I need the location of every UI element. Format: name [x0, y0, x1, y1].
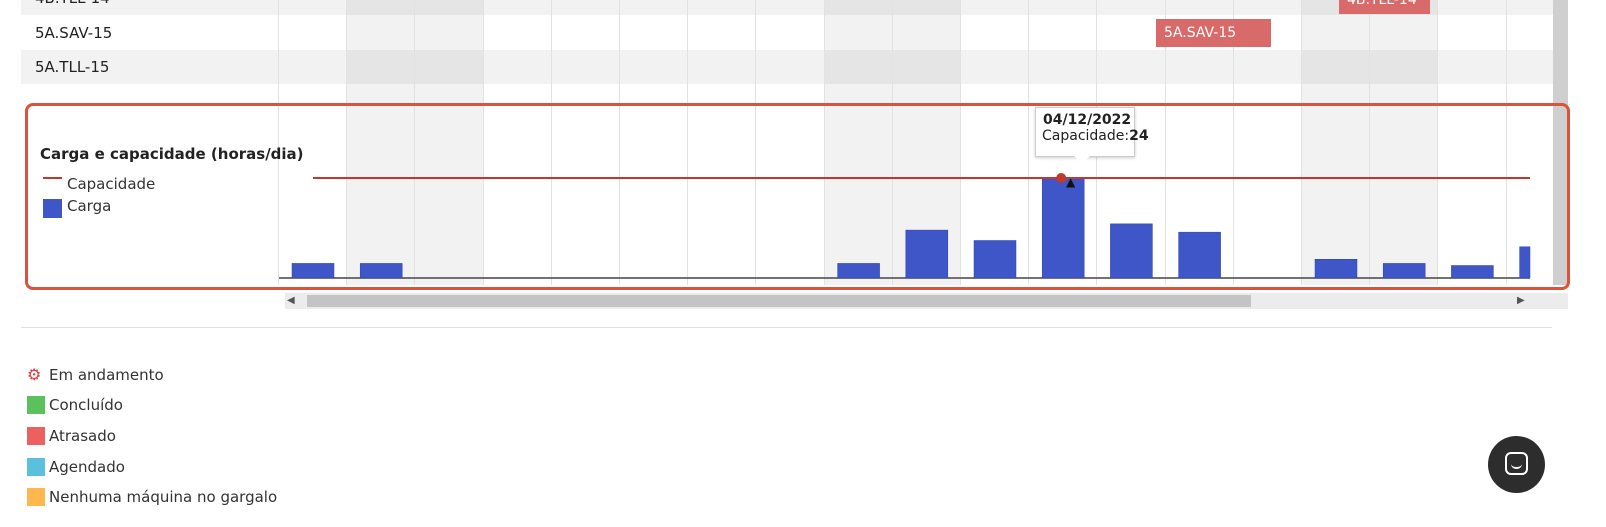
grid-line	[1301, 0, 1302, 285]
load-legend-label: Carga	[67, 197, 112, 215]
status-label: Agendado	[49, 458, 125, 476]
gantt-row: 5A.TLL-15	[21, 50, 1553, 84]
grid-line	[550, 0, 552, 285]
grid-line	[414, 0, 416, 285]
load-bar[interactable]	[1041, 177, 1085, 279]
tooltip-date: 04/12/2022	[1043, 112, 1132, 128]
grid-line	[278, 0, 279, 285]
gears-icon: ⚙	[27, 365, 42, 384]
load-bar[interactable]	[1451, 265, 1494, 279]
chart-highlight-frame	[25, 103, 1570, 290]
weekend-column	[1369, 0, 1438, 285]
scrollbar-thumb[interactable]	[307, 295, 1251, 307]
row-label: 4B.TLL-14	[35, 0, 110, 15]
mouse-pointer-icon: ▲	[1066, 175, 1076, 189]
load-bar[interactable]	[1314, 259, 1358, 279]
gantt-table: 4B.TLL-14 5A.SAV-15 5A.TLL-15	[21, 0, 1553, 310]
status-swatch	[27, 488, 45, 506]
load-bar[interactable]	[1178, 231, 1221, 279]
weekend-column	[1301, 0, 1370, 285]
grid-line	[960, 0, 961, 285]
capacity-legend-label: Capacidade	[67, 175, 156, 193]
status-swatch	[27, 427, 45, 445]
grid-line	[1232, 0, 1234, 285]
weekend-column	[823, 0, 892, 285]
chart-tooltip: 04/12/2022 Capacidade:24	[1035, 107, 1149, 164]
load-bar[interactable]	[291, 263, 335, 279]
status-swatch	[27, 458, 45, 476]
grid-line	[482, 0, 484, 285]
load-bar[interactable]	[973, 240, 1017, 279]
chart-title: Carga e capacidade (horas/dia)	[40, 145, 304, 163]
status-label: Em andamento	[49, 366, 164, 384]
grid-line	[1369, 0, 1371, 285]
chat-launcher-button[interactable]	[1488, 436, 1545, 493]
load-bar[interactable]	[837, 263, 880, 279]
weekend-column	[346, 0, 415, 285]
tooltip-body: Capacidade:24	[1042, 128, 1149, 144]
status-label: Nenhuma máquina no gargalo	[49, 488, 278, 506]
grid-line	[1437, 0, 1439, 285]
load-legend-swatch	[43, 199, 62, 218]
grid-line	[1505, 0, 1507, 285]
section-divider	[21, 327, 1552, 328]
load-bar[interactable]	[1110, 223, 1153, 279]
gantt-row: 4B.TLL-14	[21, 0, 1553, 15]
grid-line	[1028, 0, 1030, 285]
grid-line	[619, 0, 620, 285]
status-label: Concluído	[49, 396, 123, 414]
gantt-row: 5A.SAV-15	[21, 16, 1553, 50]
load-bar[interactable]	[1519, 246, 1531, 279]
task-bar[interactable]: 5A.SAV-15	[1156, 19, 1271, 47]
status-label: Atrasado	[49, 427, 116, 445]
chat-smile-icon[interactable]	[1511, 464, 1522, 469]
horizontal-scrollbar[interactable]: ◀ ▶	[285, 293, 1568, 309]
load-bar[interactable]	[359, 263, 403, 279]
tooltip-tail	[1074, 156, 1090, 164]
grid-line	[346, 0, 348, 285]
timeline-grid	[278, 0, 1568, 285]
grid-line	[891, 0, 893, 285]
scroll-left-icon[interactable]: ◀	[287, 295, 295, 306]
load-bar[interactable]	[905, 229, 949, 279]
load-capacity-chart	[279, 173, 1531, 279]
status-swatch	[27, 396, 45, 414]
load-bar[interactable]	[1382, 263, 1426, 279]
task-bar[interactable]: 4B.TLL-14	[1339, 0, 1430, 14]
scroll-right-icon[interactable]: ▶	[1517, 295, 1525, 306]
row-label: 5A.TLL-15	[35, 58, 110, 76]
tooltip-value: 24	[1129, 128, 1149, 144]
chat-icon[interactable]	[1505, 452, 1528, 475]
grid-line	[823, 0, 825, 285]
grid-line	[755, 0, 757, 285]
capacity-legend-line	[43, 177, 62, 179]
row-label: 5A.SAV-15	[35, 24, 113, 42]
weekend-column	[414, 0, 483, 285]
capacity-point-marker[interactable]	[1056, 173, 1067, 183]
grid-line	[687, 0, 689, 285]
tooltip-label: Capacidade:	[1042, 128, 1130, 144]
vertical-scrollbar[interactable]	[1553, 0, 1568, 285]
grid-line	[1164, 0, 1166, 285]
